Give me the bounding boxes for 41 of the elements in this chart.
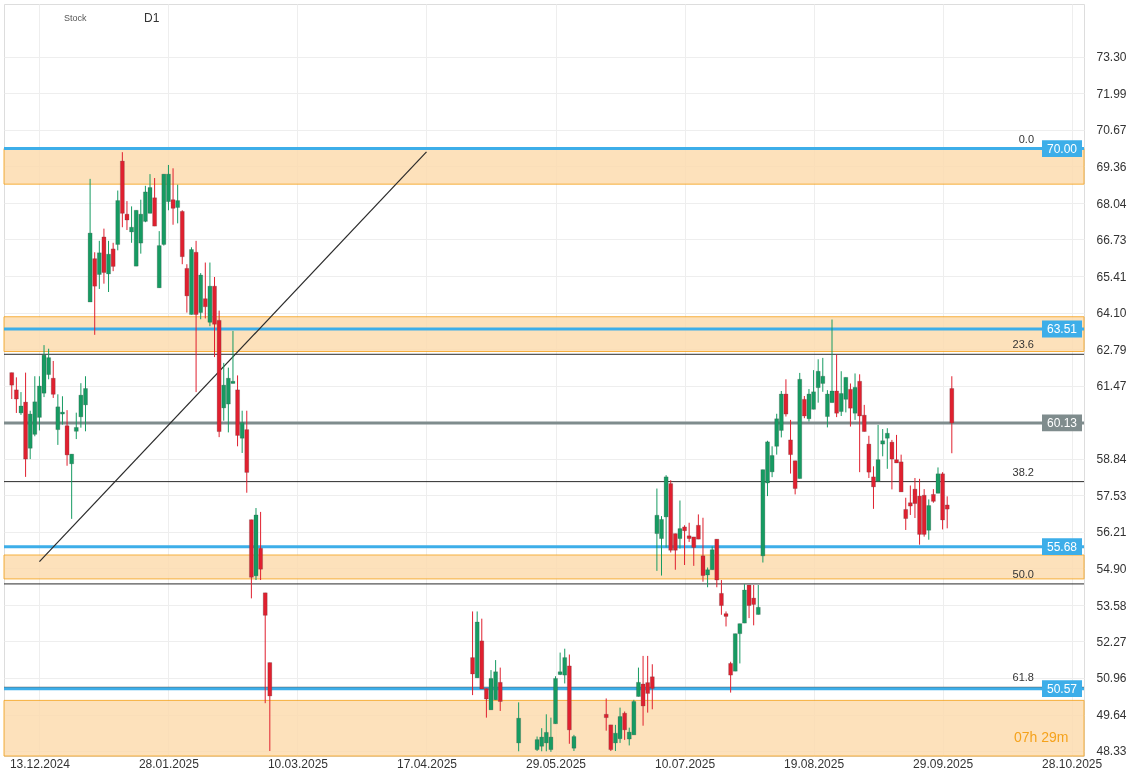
y-tick-label: 48.33 [1096,744,1127,759]
y-tick-label: 68.04 [1096,196,1127,211]
ref-line-label: 50.57 [1046,681,1078,696]
y-tick-label: 57.53 [1096,488,1127,503]
y-tick-label: 71.99 [1096,86,1127,101]
x-tick-label: 28.01.2025 [138,756,200,771]
x-tick-label: 28.10.2025 [1042,756,1103,771]
y-tick-label: 52.27 [1096,634,1127,649]
y-tick-label: 64.10 [1096,306,1127,321]
y-tick-label: 53.58 [1096,598,1127,613]
annotation: 23.6 [1012,338,1034,351]
y-tick-label: 50.96 [1096,671,1127,686]
x-tick-label: 13.12.2024 [9,756,71,771]
ref-line-label: 55.68 [1046,539,1078,554]
y-tick-label: 73.30 [1096,50,1127,65]
ref-line-label: 70.00 [1046,141,1078,156]
y-tick-label: 54.90 [1096,561,1127,576]
y-tick-label: 66.73 [1096,232,1127,247]
y-tick-label: 56.21 [1096,525,1127,540]
x-tick-label: 10.03.2025 [267,756,329,771]
ref-line-label: 63.51 [1046,321,1078,336]
x-tick-label: 10.07.2025 [655,756,716,771]
y-tick-label: 65.41 [1096,269,1127,284]
y-tick-label: 70.67 [1096,123,1127,138]
annotation: D1 [144,11,160,25]
y-tick-label: 69.36 [1096,159,1127,174]
ref-line-label: 60.13 [1046,415,1078,430]
x-tick-label: 19.08.2025 [784,756,845,771]
annotation: 0.0 [1018,132,1034,145]
x-tick-label: 17.04.2025 [396,756,458,771]
annotation: 50.0 [1012,567,1034,580]
x-tick-label: 29.09.2025 [913,756,974,771]
annotation: 61.8 [1012,671,1034,684]
y-tick-label: 58.84 [1096,452,1127,467]
y-tick-label: 61.47 [1096,379,1127,394]
y-tick-label: 49.64 [1096,708,1127,723]
annotation: 07h 29m [1014,729,1069,745]
annotation: 38.2 [1012,465,1034,478]
x-tick-label: 29.05.2025 [525,756,587,771]
annotation: Stock [64,13,88,23]
y-tick-label: 62.79 [1096,342,1127,357]
